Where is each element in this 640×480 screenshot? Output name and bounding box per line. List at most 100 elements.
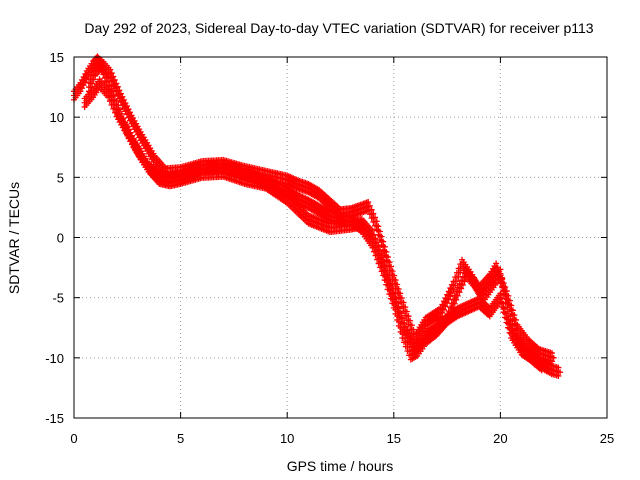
x-axis-label: GPS time / hours — [287, 458, 394, 474]
data-point — [378, 233, 385, 240]
data-point — [555, 364, 562, 371]
x-tick-label: 20 — [493, 431, 507, 446]
y-tick-label: -5 — [52, 291, 64, 306]
data-point — [108, 70, 115, 77]
data-point — [497, 272, 504, 279]
data-point — [405, 313, 412, 320]
data-point — [557, 369, 564, 376]
data-point — [366, 202, 373, 209]
data-point — [376, 228, 383, 235]
data-point — [108, 93, 115, 100]
data-point — [383, 248, 390, 255]
data-point — [497, 290, 504, 297]
data-point — [406, 329, 413, 336]
y-tick-label: 10 — [50, 110, 64, 125]
data-point — [400, 299, 407, 306]
data-point — [117, 90, 124, 97]
data-point — [407, 317, 414, 324]
x-tick-label: 0 — [70, 431, 77, 446]
x-tick-label: 10 — [280, 431, 294, 446]
data-point — [397, 290, 404, 297]
data-point — [384, 254, 391, 261]
data-point — [399, 315, 406, 322]
data-point — [403, 308, 410, 315]
data-point — [372, 235, 379, 242]
data-point — [511, 312, 518, 319]
x-tick-label: 25 — [600, 431, 614, 446]
data-point — [368, 206, 375, 213]
data-point — [127, 109, 134, 116]
data-point — [500, 280, 507, 287]
data-point — [394, 281, 401, 288]
data-point — [116, 87, 123, 94]
data-point — [499, 276, 506, 283]
x-tick-label: 15 — [387, 431, 401, 446]
data-point — [378, 250, 385, 257]
data-point — [370, 210, 377, 217]
y-axis-label: SDTVAR / TECUs — [6, 182, 22, 294]
axis-ticks — [73, 56, 608, 419]
data-point — [389, 268, 396, 275]
data-point — [509, 307, 516, 314]
data-point — [402, 304, 409, 311]
data-point — [503, 288, 510, 295]
data-point — [508, 302, 515, 309]
data-point — [493, 260, 500, 267]
data-point — [505, 292, 512, 299]
data-point — [119, 93, 126, 100]
x-tick-labels: 0 5 10 15 20 25 — [70, 431, 614, 446]
data-point — [122, 99, 129, 106]
data-point — [388, 263, 395, 270]
data-point — [123, 103, 130, 110]
data-point — [107, 66, 114, 73]
data-point — [392, 277, 399, 284]
grid — [74, 57, 607, 418]
plot-frame — [73, 56, 608, 419]
data-point — [391, 272, 398, 279]
y-tick-label: 5 — [57, 170, 64, 185]
data-point — [408, 322, 415, 329]
data-point — [380, 238, 387, 245]
data-point — [386, 259, 393, 266]
data-point — [114, 83, 121, 90]
data-point — [120, 96, 127, 103]
data-point — [506, 297, 513, 304]
x-tick-label: 5 — [177, 431, 184, 446]
data-point — [110, 97, 117, 104]
data-point — [111, 76, 118, 83]
data-point — [498, 295, 505, 302]
series-2 — [85, 57, 557, 365]
data-point — [496, 268, 503, 275]
y-tick-labels: -15 -10 -5 0 5 10 15 — [45, 50, 64, 426]
y-tick-label: 0 — [57, 231, 64, 246]
data-point — [113, 80, 120, 87]
data-point — [401, 320, 408, 327]
data-point — [372, 214, 379, 221]
data-point — [106, 89, 113, 96]
data-point — [398, 295, 405, 302]
data-point — [381, 243, 388, 250]
data-point — [502, 284, 509, 291]
data-point — [110, 73, 117, 80]
data-point — [494, 264, 501, 271]
data-point — [105, 85, 112, 92]
chart-title: Day 292 of 2023, Sidereal Day-to-day VTE… — [84, 20, 593, 36]
y-tick-label: -10 — [45, 351, 64, 366]
data-point — [125, 106, 132, 113]
data-point — [111, 101, 118, 108]
data-point — [512, 316, 519, 323]
data-point — [540, 364, 547, 371]
data-point — [506, 321, 513, 328]
data-point — [373, 218, 380, 225]
data-point — [549, 350, 556, 357]
data-point — [365, 199, 372, 206]
data-points — [71, 53, 564, 380]
data-point — [369, 227, 376, 234]
series-1 — [81, 76, 547, 374]
y-tick-label: -15 — [45, 411, 64, 426]
data-point — [395, 285, 402, 292]
data-point — [550, 354, 557, 361]
y-tick-label: 15 — [50, 50, 64, 65]
data-point — [375, 223, 382, 230]
